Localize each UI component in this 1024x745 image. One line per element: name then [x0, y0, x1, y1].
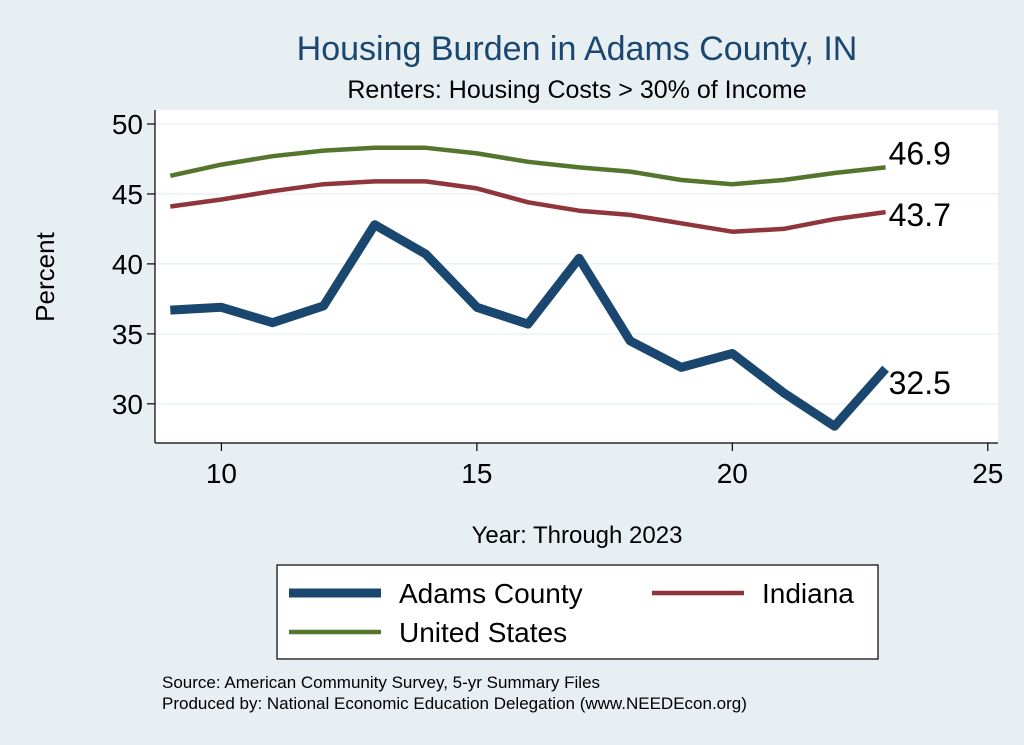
produced-by-note: Produced by: National Economic Education…	[162, 694, 747, 713]
legend-label-adams-county: Adams County	[399, 578, 583, 609]
axes	[154, 110, 998, 444]
x-tick-label-15: 15	[461, 458, 492, 489]
plot-area	[155, 110, 998, 443]
legend: Adams County Indiana United States	[276, 564, 879, 660]
x-ticks: 10 15 20 25	[206, 443, 1003, 489]
y-tick-label-40: 40	[112, 249, 143, 280]
legend-label-united-states: United States	[399, 617, 567, 648]
series-line-indiana	[169, 179, 886, 234]
y-tick-label-45: 45	[112, 179, 143, 210]
x-tick-label-20: 20	[717, 458, 748, 489]
x-tick-label-10: 10	[206, 458, 237, 489]
y-axis-title: Percent	[30, 231, 60, 321]
x-tick-label-25: 25	[972, 458, 1003, 489]
series-line-adams-county	[170, 220, 889, 431]
end-label-adams-county: 32.5	[889, 365, 951, 401]
chart-title: Housing Burden in Adams County, IN	[297, 30, 858, 68]
x-axis-title: Year: Through 2023	[472, 522, 683, 549]
y-tick-label-35: 35	[112, 319, 143, 350]
y-tick-label-50: 50	[112, 109, 143, 140]
end-labels: 46.9 43.7 32.5	[889, 135, 951, 400]
legend-box	[276, 564, 879, 660]
end-label-united-states: 46.9	[889, 135, 951, 171]
legend-label-indiana: Indiana	[762, 578, 854, 609]
source-note: Source: American Community Survey, 5-yr …	[162, 673, 600, 692]
chart-subtitle: Renters: Housing Costs > 30% of Income	[347, 76, 806, 104]
series-lines	[169, 145, 889, 431]
series-line-united-states	[169, 145, 886, 187]
y-ticks: 30 35 40 45 50	[112, 109, 155, 420]
y-tick-label-30: 30	[112, 389, 143, 420]
end-label-indiana: 43.7	[889, 197, 951, 233]
